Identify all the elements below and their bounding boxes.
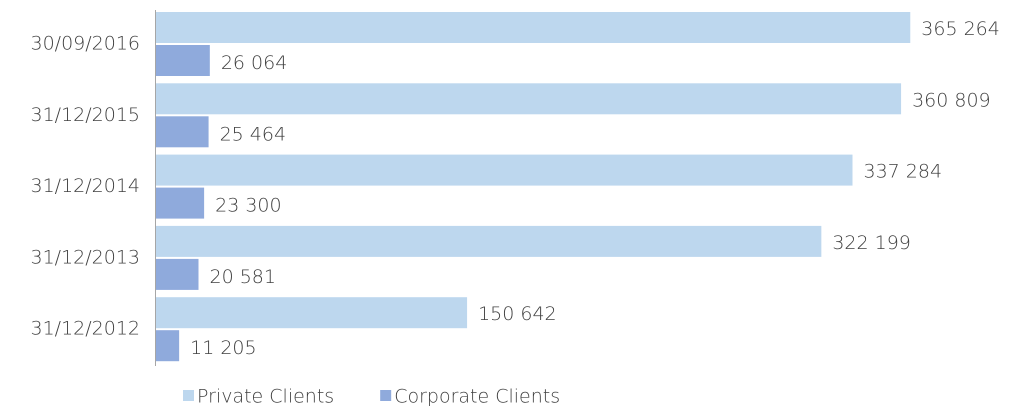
data-label: 20 581 xyxy=(209,266,275,288)
bar xyxy=(156,45,210,76)
y-tick-label: 31/12/2013 xyxy=(30,246,140,268)
data-label: 11 205 xyxy=(190,337,256,359)
legend-swatch xyxy=(380,390,392,401)
legend-label: Private Clients xyxy=(197,386,334,408)
bar xyxy=(156,330,180,362)
bar xyxy=(156,83,902,115)
y-tick-label: 30/09/2016 xyxy=(30,33,140,55)
legend-label: Corporate Clients xyxy=(394,386,560,408)
bar xyxy=(156,258,199,290)
data-label: 365 264 xyxy=(921,18,1000,40)
data-label: 360 809 xyxy=(912,89,991,111)
y-tick-label: 31/12/2015 xyxy=(30,104,140,126)
y-tick-label: 31/12/2012 xyxy=(30,318,140,340)
bar xyxy=(156,297,468,329)
bar xyxy=(156,116,209,148)
legend-swatch xyxy=(183,390,194,401)
y-tick-label: 31/12/2014 xyxy=(30,175,140,197)
data-label: 150 642 xyxy=(478,303,557,325)
data-label: 337 284 xyxy=(863,161,942,183)
data-label: 26 064 xyxy=(221,52,287,74)
data-label: 25 464 xyxy=(220,123,286,145)
bar xyxy=(156,187,205,219)
bar xyxy=(156,154,853,186)
data-label: 322 199 xyxy=(832,232,911,254)
bar xyxy=(156,225,822,257)
bar xyxy=(156,12,911,43)
data-label: 23 300 xyxy=(215,195,281,217)
